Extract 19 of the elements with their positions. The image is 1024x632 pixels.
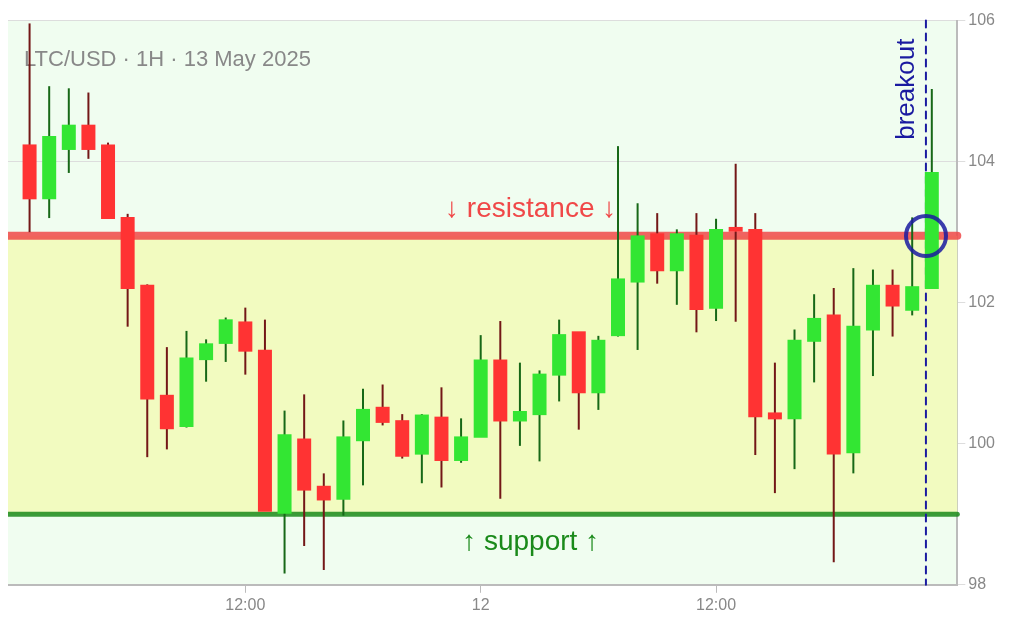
- y-tick-label: 104: [968, 152, 996, 170]
- y-tick-label: 102: [968, 293, 996, 311]
- candlestick: [199, 338, 214, 383]
- candlestick: [512, 361, 527, 447]
- candlestick: [375, 383, 390, 427]
- candlestick: [807, 293, 822, 384]
- candlestick: [316, 472, 331, 571]
- candlestick: [885, 268, 900, 338]
- y-tick-label: 98: [968, 575, 987, 593]
- candlestick: [767, 361, 782, 495]
- candlestick: [728, 162, 743, 323]
- ref-line-label: ↑ support ↑: [462, 524, 600, 556]
- x-tick-label: 12:00: [696, 595, 737, 613]
- y-tick-label: 100: [968, 434, 996, 452]
- ref-line-label: ↓ resistance ↓: [445, 192, 617, 224]
- x-tick-label: 12: [471, 595, 490, 613]
- ref-line-label: breakout: [890, 37, 921, 140]
- y-tick-label: 106: [968, 11, 996, 29]
- x-tick-label: 12:00: [225, 595, 266, 613]
